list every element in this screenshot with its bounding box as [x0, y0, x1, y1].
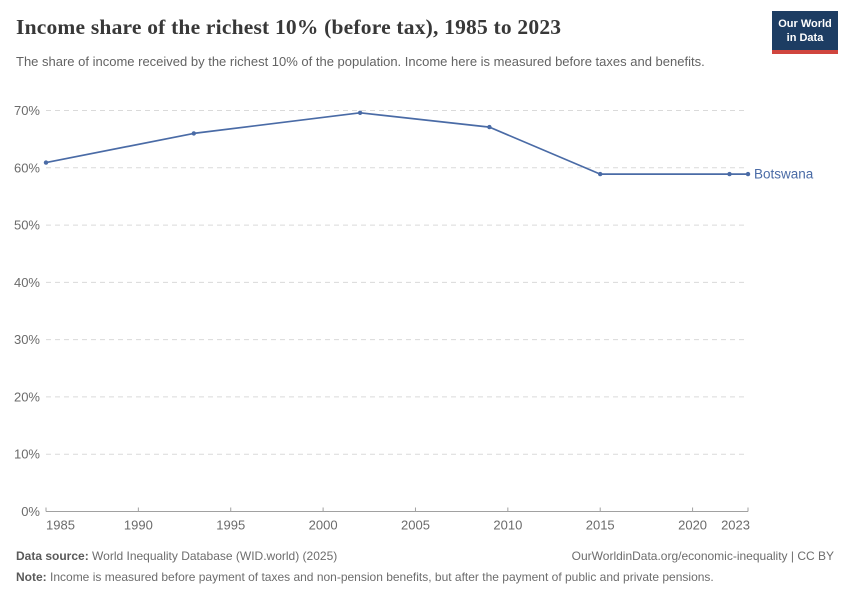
data-source-text: World Inequality Database (WID.world) (2…: [88, 549, 338, 563]
note-line: Note: Income is measured before payment …: [16, 569, 834, 585]
x-tick-label-2005: 2005: [401, 518, 430, 533]
x-tick-label-2023: 2023: [721, 518, 750, 533]
data-point-1993[interactable]: [191, 131, 196, 136]
note-text: Income is measured before payment of tax…: [46, 570, 714, 585]
data-source-label: Data source:: [16, 549, 89, 563]
y-tick-label-50: 50%: [14, 218, 40, 233]
chart-subtitle: The share of income received by the rich…: [16, 54, 705, 69]
note-label: Note:: [16, 570, 47, 585]
owid-logo[interactable]: Our World in Data: [772, 11, 838, 55]
y-tick-label-40: 40%: [14, 275, 40, 290]
data-source-line: Data source: World Inequality Database (…: [16, 548, 337, 564]
logo-text-line2: in Data: [786, 32, 824, 45]
gridlines: [46, 110, 746, 455]
x-tick-label-2010: 2010: [493, 518, 522, 533]
data-point-2022[interactable]: [727, 171, 732, 177]
y-axis-labels: 0% 10% 20% 30% 40% 50% 60% 70%: [14, 103, 40, 519]
y-tick-label-30: 30%: [14, 332, 40, 347]
x-tick-label-1990: 1990: [124, 518, 153, 533]
x-tick-label-1995: 1995: [216, 518, 245, 533]
data-point-2002[interactable]: [357, 110, 363, 116]
x-tick-label-2020: 2020: [678, 518, 707, 533]
data-point-2023[interactable]: [745, 171, 751, 177]
data-point-2015[interactable]: [598, 171, 603, 177]
citation-link[interactable]: OurWorldinData.org/economic-inequality |…: [571, 549, 834, 563]
y-tick-label-60: 60%: [14, 160, 40, 175]
series-line-botswana[interactable]: [45, 111, 749, 175]
y-tick-label-70: 70%: [14, 103, 40, 118]
series-label-botswana: Botswana: [754, 167, 814, 182]
chart-footer: Data source: World Inequality Database (…: [16, 548, 834, 585]
y-tick-label-0: 0%: [21, 504, 40, 519]
y-tick-label-10: 10%: [14, 447, 40, 462]
data-point-1985[interactable]: [43, 160, 49, 165]
data-point-2009[interactable]: [487, 124, 492, 130]
series-botswana[interactable]: Botswana: [43, 110, 814, 182]
page-title: Income share of the richest 10% (before …: [16, 15, 562, 39]
logo-text-line1: Our World: [778, 18, 832, 30]
x-axis-labels: 1985 1990 1995 2000 2005 2010 2015 2020 2023: [46, 518, 750, 533]
x-tick-label-2000: 2000: [309, 518, 338, 533]
x-tick-label-1985: 1985: [46, 518, 75, 533]
y-tick-label-20: 20%: [14, 389, 40, 404]
x-axis: [45, 507, 749, 512]
x-tick-label-2015: 2015: [586, 518, 615, 533]
